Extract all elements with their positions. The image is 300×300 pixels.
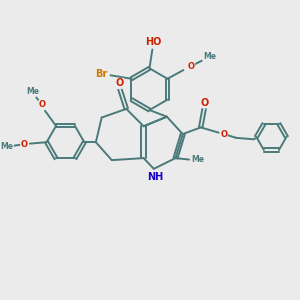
Text: O: O [188,61,195,70]
Text: Me: Me [0,142,13,151]
Text: O: O [220,130,227,139]
Text: Me: Me [26,87,39,96]
Text: O: O [200,98,208,108]
Text: Me: Me [204,52,217,61]
Text: O: O [39,100,46,109]
Text: Br: Br [95,68,107,79]
Text: O: O [115,78,124,88]
Text: NH: NH [147,172,164,182]
Text: Me: Me [191,155,204,164]
Text: HO: HO [146,37,162,47]
Text: O: O [20,140,28,149]
